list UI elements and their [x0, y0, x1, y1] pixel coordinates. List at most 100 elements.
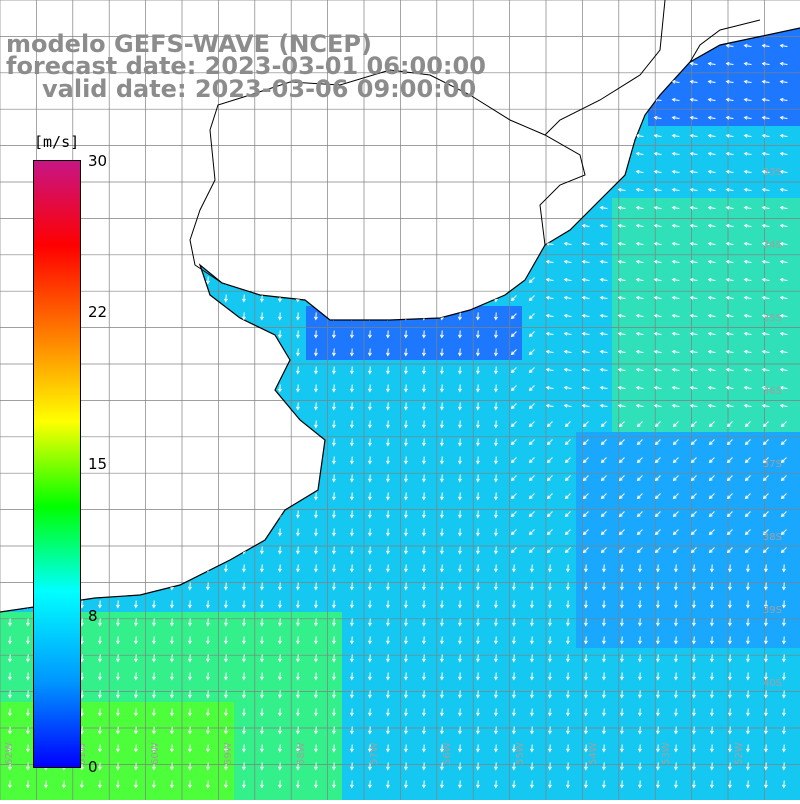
wind-arrow — [188, 385, 191, 392]
wind-speed-cell — [270, 648, 288, 666]
wind-arrow — [8, 241, 11, 248]
wind-arrow — [188, 475, 191, 482]
wind-speed-cell — [468, 0, 486, 18]
wind-arrow — [476, 241, 479, 248]
wind-speed-cell — [576, 126, 594, 144]
wind-speed-cell — [684, 756, 702, 774]
wind-speed-cell — [558, 198, 576, 216]
wind-arrow — [547, 206, 554, 209]
wind-speed-cell — [378, 126, 396, 144]
wind-arrow — [206, 367, 209, 374]
wind-speed-cell — [342, 504, 360, 522]
wind-arrow — [134, 133, 137, 140]
wind-speed-cell — [0, 306, 18, 324]
wind-speed-cell — [486, 162, 504, 180]
wind-speed-cell — [306, 234, 324, 252]
wind-speed-cell — [702, 468, 720, 486]
wind-speed-cell — [756, 72, 774, 90]
wind-arrow — [8, 583, 11, 590]
wind-arrow — [512, 134, 517, 139]
wind-speed-cell — [306, 378, 324, 396]
wind-speed-cell — [468, 378, 486, 396]
wind-speed-cell — [432, 234, 450, 252]
wind-speed-cell — [648, 36, 666, 54]
wind-speed-cell — [468, 108, 486, 126]
wind-arrow — [637, 62, 644, 65]
wind-arrow — [368, 259, 371, 266]
wind-speed-cell — [0, 792, 18, 800]
wind-speed-cell — [684, 792, 702, 800]
wind-arrow — [260, 475, 263, 482]
wind-speed-cell — [594, 396, 612, 414]
wind-arrow — [619, 8, 626, 11]
wind-arrow — [8, 385, 11, 392]
wind-arrow — [206, 511, 209, 518]
wind-speed-cell — [666, 72, 684, 90]
wind-speed-cell — [108, 756, 126, 774]
wind-speed-cell — [396, 0, 414, 18]
wind-arrow — [386, 277, 389, 284]
wind-arrow — [116, 241, 119, 248]
wind-speed-cell — [414, 234, 432, 252]
wind-speed-cell — [594, 378, 612, 396]
wind-arrow — [422, 25, 425, 32]
wind-speed-cell — [288, 576, 306, 594]
wind-speed-cell — [450, 648, 468, 666]
wind-speed-cell — [684, 396, 702, 414]
wind-speed-cell — [666, 432, 684, 450]
wind-speed-cell — [720, 522, 738, 540]
wind-speed-cell — [738, 612, 756, 630]
wind-speed-cell — [648, 306, 666, 324]
wind-arrow — [314, 277, 317, 284]
wind-arrow — [296, 277, 299, 284]
wind-speed-cell — [180, 0, 198, 18]
wind-arrow — [170, 565, 173, 572]
wind-speed-cell — [90, 720, 108, 738]
wind-speed-cell — [342, 198, 360, 216]
wind-arrow — [116, 187, 119, 194]
wind-speed-cell — [162, 198, 180, 216]
wind-arrow — [530, 170, 535, 175]
wind-arrow — [224, 241, 227, 248]
wind-speed-cell — [126, 108, 144, 126]
wind-speed-cell — [522, 18, 540, 36]
wind-speed-cell — [306, 162, 324, 180]
wind-speed-cell — [180, 306, 198, 324]
wind-speed-cell — [684, 414, 702, 432]
wind-arrow — [134, 115, 137, 122]
wind-arrow — [26, 439, 29, 446]
wind-speed-cell — [486, 756, 504, 774]
wind-speed-cell — [558, 342, 576, 360]
wind-arrow — [26, 511, 29, 518]
wind-arrow — [242, 151, 245, 158]
wind-speed-cell — [270, 414, 288, 432]
wind-speed-cell — [558, 576, 576, 594]
wind-speed-cell — [450, 720, 468, 738]
wind-speed-cell — [468, 288, 486, 306]
wind-speed-cell — [720, 306, 738, 324]
wind-arrow — [98, 385, 101, 392]
wind-speed-cell — [378, 468, 396, 486]
wind-speed-cell — [666, 774, 684, 792]
wind-speed-cell — [288, 342, 306, 360]
wind-speed-cell — [792, 36, 800, 54]
wind-speed-cell — [414, 630, 432, 648]
wind-speed-cell — [306, 756, 324, 774]
wind-speed-cell — [270, 522, 288, 540]
wind-speed-cell — [558, 234, 576, 252]
wind-speed-cell — [0, 144, 18, 162]
wind-speed-cell — [792, 774, 800, 792]
wind-speed-cell — [558, 36, 576, 54]
wind-speed-cell — [126, 720, 144, 738]
wind-speed-cell — [234, 450, 252, 468]
wind-speed-cell — [720, 0, 738, 18]
wind-speed-cell — [0, 522, 18, 540]
wind-speed-cell — [414, 432, 432, 450]
wind-speed-cell — [738, 684, 756, 702]
wind-speed-cell — [108, 0, 126, 18]
wind-speed-cell — [792, 414, 800, 432]
wind-speed-cell — [0, 612, 18, 630]
wind-arrow — [260, 493, 263, 500]
wind-speed-cell — [198, 522, 216, 540]
wind-speed-cell — [720, 180, 738, 198]
